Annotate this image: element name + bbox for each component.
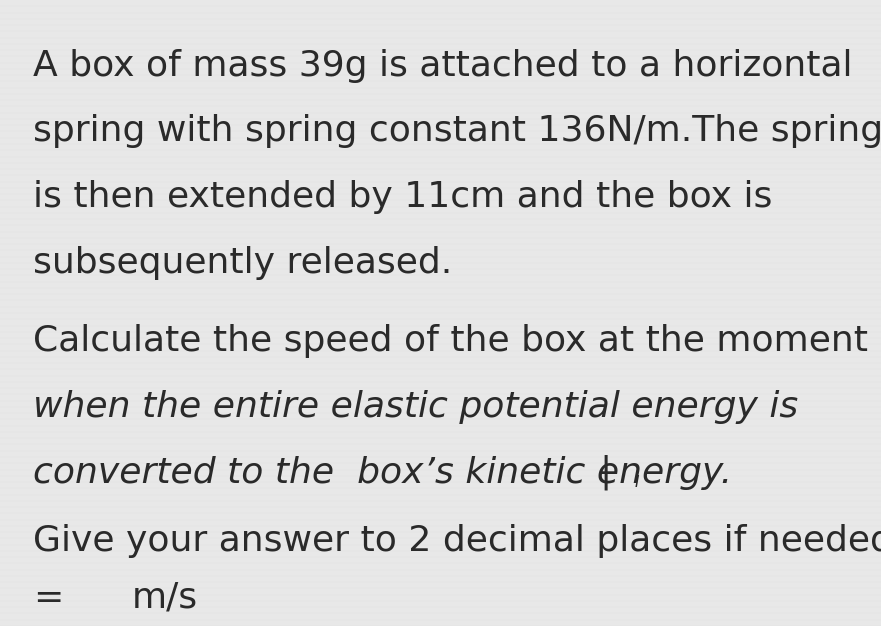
Text: when the entire elastic potential energy is: when the entire elastic potential energy… — [33, 390, 799, 424]
Text: is then extended by 11cm and the box is: is then extended by 11cm and the box is — [33, 180, 773, 214]
Text: A box of mass 39g is attached to a horizontal: A box of mass 39g is attached to a horiz… — [33, 49, 853, 83]
Text: subsequently released.: subsequently released. — [33, 246, 453, 280]
Text: spring with spring constant 136N/m.​The spring: spring with spring constant 136N/m.​The … — [33, 115, 881, 148]
Text: Calculate the speed of the box at the moment: Calculate the speed of the box at the mo… — [33, 324, 869, 358]
Text: |: | — [599, 455, 611, 490]
Text: Give your answer to 2 decimal places if needed: Give your answer to 2 decimal places if … — [33, 525, 881, 558]
Text: converted to the  box’s kinetic energy.: converted to the box’s kinetic energy. — [33, 456, 733, 490]
Text: I: I — [634, 475, 639, 490]
Text: m/s: m/s — [132, 581, 198, 615]
Text: =: = — [33, 581, 63, 615]
